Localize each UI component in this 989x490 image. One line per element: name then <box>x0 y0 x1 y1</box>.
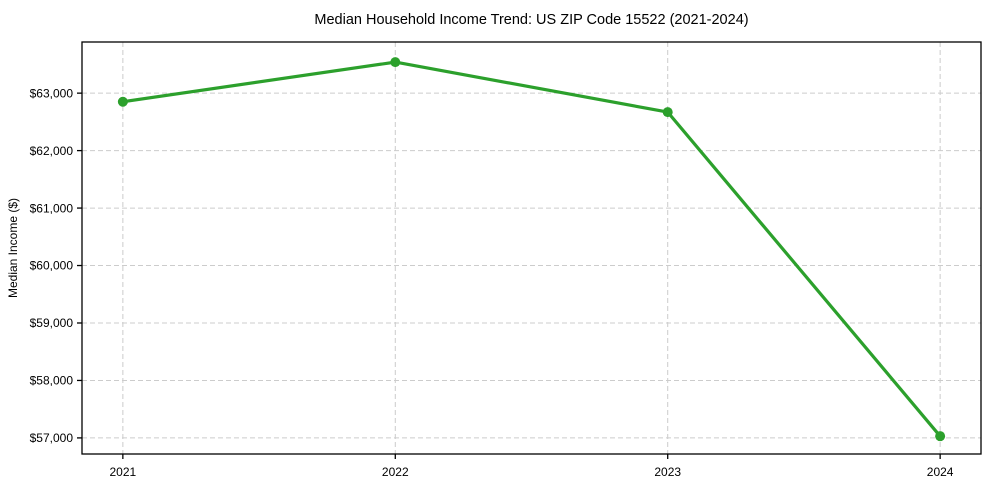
data-point-2022 <box>390 57 401 68</box>
plot-area <box>82 42 981 454</box>
axis-ticks <box>77 92 941 459</box>
y-tick-label: $58,000 <box>30 374 74 388</box>
data-point-2023 <box>662 107 673 118</box>
x-tick-label: 2024 <box>927 465 954 479</box>
data-point-2021 <box>117 96 128 107</box>
chart-title: Median Household Income Trend: US ZIP Co… <box>314 12 748 28</box>
data-point-2024 <box>935 431 946 442</box>
trend-line <box>121 60 942 438</box>
y-tick-label: $63,000 <box>30 86 74 100</box>
plot-frame <box>81 41 982 455</box>
y-tick-label: $57,000 <box>30 431 74 445</box>
x-tick-label: 2023 <box>654 465 681 479</box>
y-axis-label: Median Income ($) <box>6 198 20 298</box>
x-tick-label: 2021 <box>110 465 137 479</box>
y-tick-label: $62,000 <box>30 144 74 158</box>
y-tick-label: $60,000 <box>30 259 74 273</box>
x-tick-label: 2022 <box>382 465 409 479</box>
y-tick-label: $59,000 <box>30 316 74 330</box>
y-tick-label: $61,000 <box>30 201 74 215</box>
